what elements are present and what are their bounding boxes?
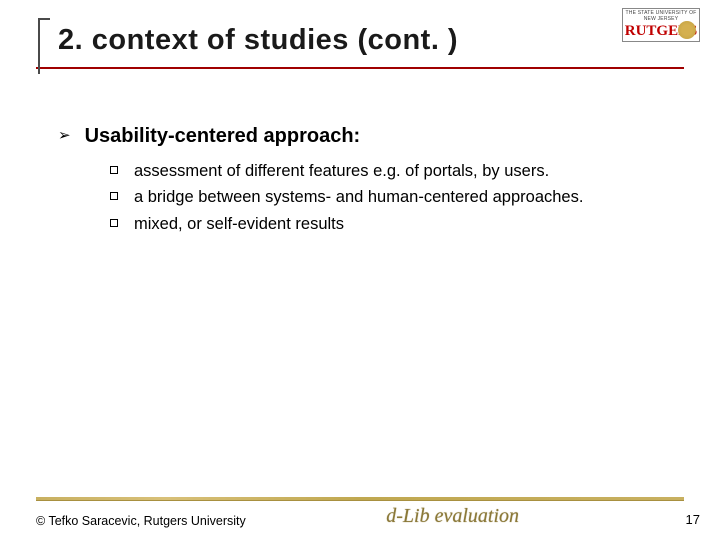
copyright-text: © Tefko Saracevic, Rutgers University xyxy=(20,514,246,528)
square-bullet-icon xyxy=(110,192,118,200)
item-text: assessment of different features e.g. of… xyxy=(134,160,549,182)
square-bullet-icon xyxy=(110,219,118,227)
item-text: mixed, or self-evident results xyxy=(134,213,344,235)
page-number: 17 xyxy=(670,512,700,528)
item-text: a bridge between systems- and human-cent… xyxy=(134,186,583,208)
content-area: ➢ Usability-centered approach: assessmen… xyxy=(36,125,684,235)
slide-title: 2. context of studies (cont. ) xyxy=(36,24,684,69)
list-item-level1: ➢ Usability-centered approach: xyxy=(58,125,684,148)
square-bullet-icon xyxy=(110,166,118,174)
title-corner-accent xyxy=(38,18,50,74)
footer-script-label: d-Lib evaluation xyxy=(386,505,529,528)
list-item-level2: a bridge between systems- and human-cent… xyxy=(110,186,684,208)
arrow-bullet-icon: ➢ xyxy=(58,125,71,146)
heading-text: Usability-centered approach: xyxy=(85,125,361,148)
list-item-level2: mixed, or self-evident results xyxy=(110,213,684,235)
footer: © Tefko Saracevic, Rutgers University d-… xyxy=(0,505,720,528)
slide: THE STATE UNIVERSITY OF NEW JERSEY RUTGE… xyxy=(0,0,720,540)
footer-rule xyxy=(36,497,684,500)
title-block: 2. context of studies (cont. ) xyxy=(36,24,684,69)
list-item-level2: assessment of different features e.g. of… xyxy=(110,160,684,182)
sub-list: assessment of different features e.g. of… xyxy=(58,160,684,235)
